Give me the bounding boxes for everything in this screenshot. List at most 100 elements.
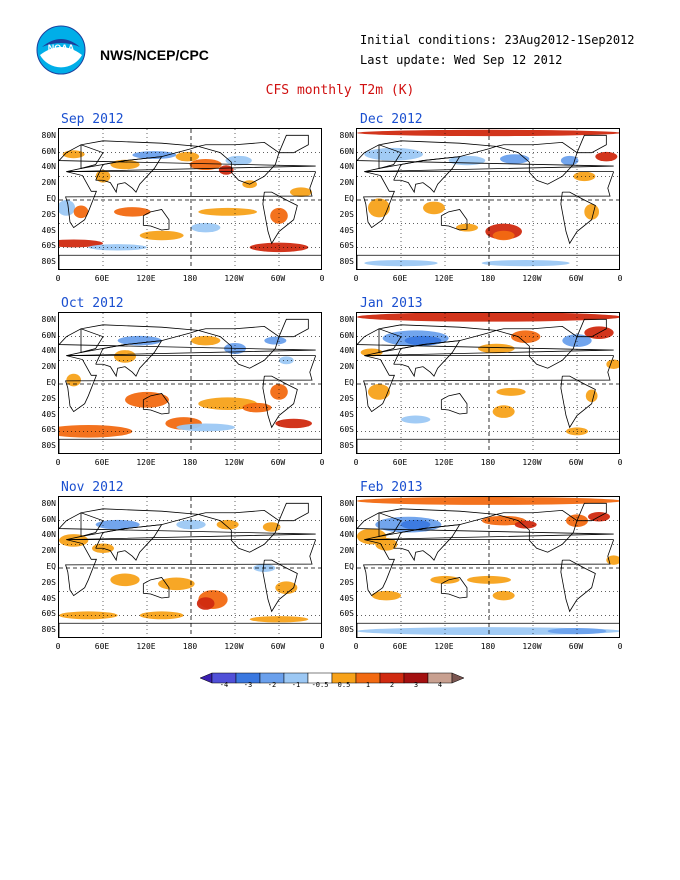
map-panel-sep-2012	[58, 128, 322, 270]
anomaly-patch	[62, 150, 85, 159]
coastline	[59, 254, 321, 269]
lon-tick-label: 0	[55, 274, 61, 283]
lon-tick-label: 120E	[434, 458, 454, 467]
panel-title-feb-2013: Feb 2013	[360, 480, 423, 495]
lat-tick-label: 60N	[41, 330, 56, 340]
map-panel-oct-2012	[58, 312, 322, 454]
lat-tick-label: EQ	[344, 378, 354, 387]
lon-tick-label: 0	[319, 642, 325, 651]
anomaly-patch	[404, 335, 442, 346]
agency-name: NWS/NCEP/CPC	[100, 47, 209, 63]
lat-tick-label: 80S	[41, 625, 56, 635]
lon-tick-label: 120E	[434, 274, 454, 283]
coastline	[496, 326, 578, 369]
lon-tick-label: 120W	[522, 642, 542, 651]
lat-tick-label: EQ	[46, 562, 56, 571]
lon-tick-label: 120W	[522, 458, 542, 467]
anomaly-patch	[158, 577, 195, 591]
colorbar-swatch	[451, 672, 465, 684]
coastline	[440, 209, 468, 231]
anomaly-patch	[176, 519, 206, 530]
lat-tick-label: 60S	[41, 425, 56, 435]
coastline	[440, 393, 468, 415]
lon-tick-label: 60E	[392, 274, 408, 283]
lat-tick-label: 60S	[41, 609, 56, 619]
lon-tick-label: 0	[319, 274, 325, 283]
anomaly-patch	[95, 519, 140, 530]
coastline	[262, 375, 298, 429]
anomaly-patch	[368, 198, 390, 218]
coastline	[560, 191, 596, 245]
map-panel-nov-2012	[58, 496, 322, 638]
lon-tick-label: 60W	[568, 274, 584, 283]
coastline	[357, 438, 619, 453]
lon-tick-label: 60E	[94, 458, 110, 467]
anomaly-patch	[270, 384, 288, 400]
coastline	[576, 134, 607, 154]
lon-tick-label: 60E	[392, 458, 408, 467]
anomaly-patch	[66, 373, 81, 387]
lon-tick-label: 120W	[224, 458, 244, 467]
colorbar-label: -0.5	[311, 681, 329, 689]
lon-tick-label: 180	[182, 642, 198, 651]
lat-tick-label: 20N	[339, 362, 354, 372]
lon-tick-label: 180	[480, 274, 496, 283]
anomaly-patch	[423, 201, 445, 215]
lon-tick-label: 120W	[522, 274, 542, 283]
lat-tick-label: 40S	[339, 225, 354, 235]
lon-tick-label: 60E	[94, 642, 110, 651]
anomaly-patch	[481, 515, 526, 526]
lon-tick-label: 0	[353, 642, 359, 651]
lat-tick-label: 40S	[41, 409, 56, 419]
lat-tick-label: 80S	[339, 625, 354, 635]
map-panel-feb-2013	[356, 496, 620, 638]
panel-title-jan-2013: Jan 2013	[360, 296, 423, 311]
panel-title-dec-2012: Dec 2012	[360, 112, 423, 127]
lat-tick-label: 60N	[41, 514, 56, 524]
lat-tick-label: 20N	[41, 178, 56, 188]
lon-tick-label: 120E	[434, 642, 454, 651]
anomaly-patch	[500, 154, 530, 164]
anomaly-patch	[492, 230, 515, 241]
lon-tick-label: 120E	[136, 274, 156, 283]
coastline	[198, 142, 280, 185]
lon-tick-label: 120E	[136, 458, 156, 467]
anomaly-patch	[59, 239, 103, 248]
coastline	[278, 134, 309, 154]
lat-tick-label: 60S	[41, 241, 56, 251]
lon-tick-label: 180	[480, 642, 496, 651]
anomaly-patch	[357, 313, 619, 322]
anomaly-patch	[467, 575, 511, 584]
map-panel-dec-2012	[356, 128, 620, 270]
colorbar-label: -3	[243, 681, 253, 689]
lat-tick-label: 60N	[339, 330, 354, 340]
anomaly-patch	[275, 418, 312, 429]
lat-tick-label: 60N	[339, 514, 354, 524]
coastline	[278, 502, 309, 522]
coastline	[95, 524, 163, 562]
coastline	[262, 191, 298, 245]
colorbar-label: -1	[291, 681, 301, 689]
lon-tick-label: 60E	[392, 642, 408, 651]
anomaly-patch	[430, 575, 460, 584]
colorbar-label: 2	[389, 681, 395, 689]
lon-tick-label: 0	[353, 458, 359, 467]
lat-tick-label: 80N	[339, 498, 354, 508]
coastline	[198, 326, 280, 369]
lat-tick-label: 20N	[339, 546, 354, 556]
anomaly-patch	[216, 519, 239, 530]
coastline	[95, 156, 163, 194]
lon-tick-label: 120E	[136, 642, 156, 651]
lat-tick-label: 40N	[41, 162, 56, 172]
lon-tick-label: 60E	[94, 274, 110, 283]
lat-tick-label: 20N	[41, 362, 56, 372]
page-title: CFS monthly T2m (K)	[265, 83, 415, 98]
lat-tick-label: 40S	[339, 593, 354, 603]
coastline	[440, 577, 468, 599]
coastline	[560, 559, 596, 613]
coastline	[59, 622, 321, 637]
colorbar-label: 0.5	[337, 681, 351, 689]
anomaly-patch	[132, 151, 177, 159]
colorbar-label: -2	[267, 681, 277, 689]
anomaly-patch	[360, 348, 383, 357]
